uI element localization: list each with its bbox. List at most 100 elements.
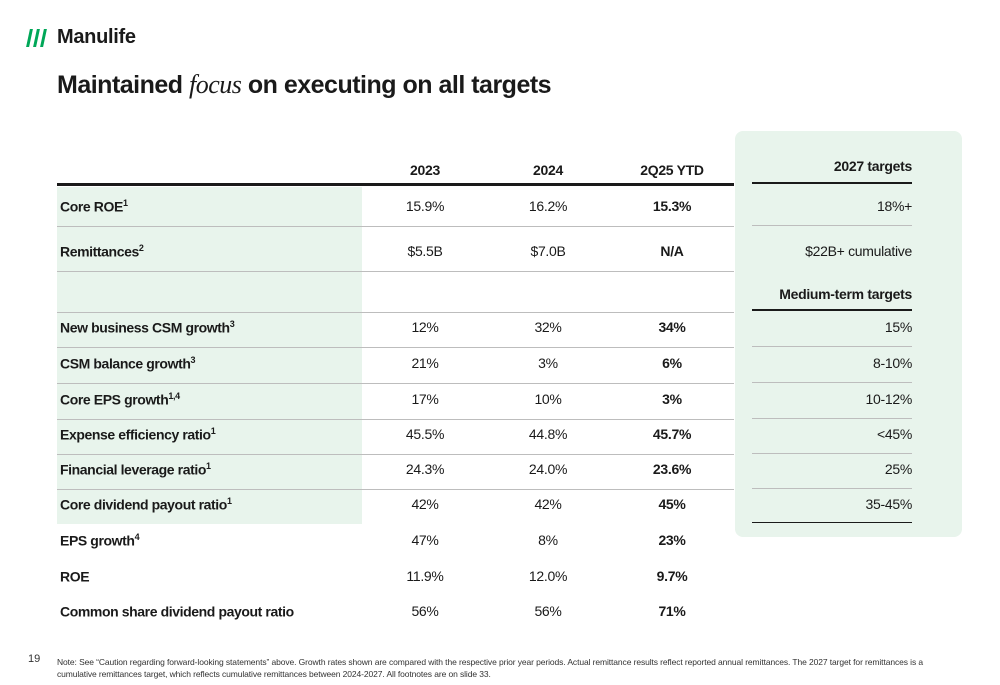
cell-value: 45.5% xyxy=(405,426,445,442)
cell-value: 15.3% xyxy=(652,198,692,214)
page-title: Maintained focus on executing on all tar… xyxy=(57,70,552,100)
row-label: Core dividend payout ratio1 xyxy=(60,496,232,513)
target-2027-row: $22B+ cumulative xyxy=(752,235,912,270)
title-part2: on executing on all targets xyxy=(241,71,552,99)
table-row xyxy=(57,276,734,313)
cell-value: 44.8% xyxy=(528,426,568,442)
cell-value: 8% xyxy=(538,532,558,548)
target-value: $22B+ cumulative xyxy=(805,243,912,259)
row-label-text: Financial leverage ratio xyxy=(60,461,207,478)
manulife-logo-icon xyxy=(26,28,47,47)
row-label-text: Core EPS growth xyxy=(60,391,169,408)
row-label: Remittances2 xyxy=(60,243,144,260)
table-row: ROE 11.9% 12.0% 9.7% xyxy=(57,560,734,596)
cell-value: 56% xyxy=(411,603,439,619)
column-header-2023: 2023 xyxy=(410,162,440,178)
footnote-ref: 1 xyxy=(206,461,211,471)
medium-term-row: <45% xyxy=(752,418,912,454)
medium-term-row: 35-45% xyxy=(752,488,913,523)
cell-value: 9.7% xyxy=(656,568,688,584)
medium-term-row: 25% xyxy=(752,453,912,489)
cell-value: 11.9% xyxy=(406,568,444,584)
row-label: Common share dividend payout ratio xyxy=(60,603,294,620)
target-value: 25% xyxy=(884,461,912,477)
table-row: CSM balance growth3 21% 3% 6% xyxy=(57,347,734,384)
cell-value: 24.3% xyxy=(405,461,445,477)
cell-value: $5.5B xyxy=(407,243,443,259)
row-label: Expense efficiency ratio1 xyxy=(60,426,216,443)
cell-value: 15.9% xyxy=(405,198,445,214)
column-header-2q25: 2Q25 YTD xyxy=(640,162,704,178)
cell-value: 42% xyxy=(411,496,439,512)
table-row: Core ROE1 15.9% 16.2% 15.3% xyxy=(57,190,734,227)
table-row: Core dividend payout ratio1 42% 42% 45% xyxy=(57,488,734,524)
footnote: Note: See “Caution regarding forward-loo… xyxy=(57,657,923,679)
footnote-ref: 1 xyxy=(122,198,128,208)
cell-value: 45.7% xyxy=(652,426,692,442)
cell-value: 6% xyxy=(662,355,682,371)
row-label: Core EPS growth1,4 xyxy=(60,391,180,408)
title-part1: Maintained xyxy=(57,71,190,99)
page-number: 19 xyxy=(28,653,41,665)
footnote-ref: 3 xyxy=(229,319,235,329)
target-value: 10-12% xyxy=(865,391,913,407)
targets-2027-header: 2027 targets xyxy=(833,158,912,174)
medium-term-rule xyxy=(752,309,912,311)
row-label-text: Common share dividend payout ratio xyxy=(60,603,294,620)
cell-value: 24.0% xyxy=(528,461,568,477)
medium-term-row: 10-12% xyxy=(752,383,912,419)
label-column-highlight xyxy=(57,187,362,524)
row-label-text: Remittances xyxy=(60,243,139,260)
cell-value: 47% xyxy=(411,532,439,548)
cell-value: 12.0% xyxy=(528,568,568,584)
cell-value: 42% xyxy=(534,496,562,512)
targets-bottom-rule xyxy=(752,522,912,523)
cell-value: 21% xyxy=(411,355,439,371)
cell-value: 23% xyxy=(658,532,686,548)
table-row: EPS growth4 47% 8% 23% xyxy=(57,524,734,560)
target-value: 18%+ xyxy=(877,198,912,214)
row-label-text: Expense efficiency ratio xyxy=(60,426,211,443)
row-label-text: CSM balance growth xyxy=(60,355,191,372)
row-label: EPS growth4 xyxy=(60,532,140,549)
manulife-logo: Manulife xyxy=(26,26,136,49)
row-label: New business CSM growth3 xyxy=(60,319,235,336)
targets-2027-rule xyxy=(752,182,912,184)
row-label: Financial leverage ratio1 xyxy=(60,461,211,478)
row-label-text: ROE xyxy=(60,568,90,585)
cell-value: 3% xyxy=(662,391,682,407)
target-value: <45% xyxy=(877,426,912,442)
row-label: CSM balance growth3 xyxy=(60,355,195,372)
footnote-ref: 2 xyxy=(138,243,144,253)
cell-value: 23.6% xyxy=(652,461,692,477)
target-value: 8-10% xyxy=(873,355,912,371)
cell-value: 10% xyxy=(534,391,562,407)
row-label-text: New business CSM growth xyxy=(60,319,230,336)
cell-value: 17% xyxy=(411,391,439,407)
footnote-ref: 1 xyxy=(226,496,232,506)
row-label: ROE xyxy=(60,568,90,585)
target-value: 35-45% xyxy=(865,496,913,512)
column-header-2024: 2024 xyxy=(533,162,563,178)
cell-value: 16.2% xyxy=(528,198,568,214)
medium-term-row: 8-10% xyxy=(752,347,912,383)
table-row: Expense efficiency ratio1 45.5% 44.8% 45.7% xyxy=(57,418,734,455)
footnote-ref: 3 xyxy=(190,355,196,365)
targets-panel xyxy=(735,131,962,537)
header-rule xyxy=(57,183,734,186)
cell-value: 34% xyxy=(658,319,686,335)
medium-term-row: 15% xyxy=(752,311,912,347)
table-row: Remittances2 $5.5B $7.0B N/A xyxy=(57,235,734,272)
table-row: New business CSM growth3 12% 32% 34% xyxy=(57,311,734,348)
cell-value: 12% xyxy=(411,319,439,335)
cell-value: 45% xyxy=(658,496,686,512)
table-row: Financial leverage ratio1 24.3% 24.0% 23.6% xyxy=(57,453,734,490)
cell-value: $7.0B xyxy=(530,243,566,259)
footnote-ref: 1 xyxy=(210,426,216,436)
cell-value: 3% xyxy=(538,355,558,371)
target-2027-row: 18%+ xyxy=(752,190,912,226)
medium-term-header: Medium-term targets xyxy=(779,286,912,302)
table-row: Common share dividend payout ratio 56% 56%… xyxy=(57,595,734,631)
target-value: 15% xyxy=(884,319,912,335)
row-label-text: Core dividend payout ratio xyxy=(60,496,227,513)
